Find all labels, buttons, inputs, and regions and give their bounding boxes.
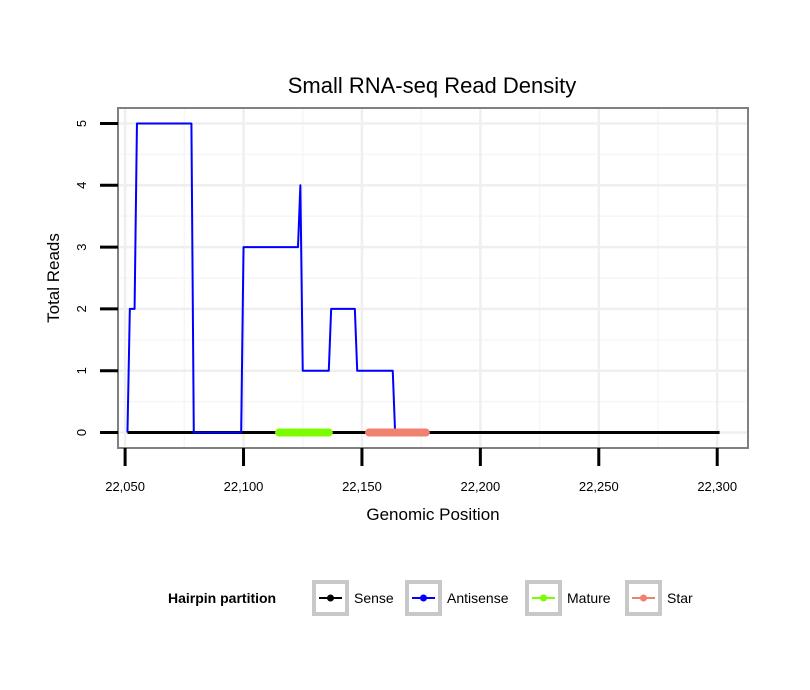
legend-key-point — [640, 594, 647, 602]
x-tick-label: 22,050 — [105, 479, 145, 494]
y-tick-label: 3 — [74, 243, 89, 250]
x-tick-label: 22,200 — [460, 479, 500, 494]
chart-title: Small RNA-seq Read Density — [288, 73, 577, 98]
legend-item-antisense: Antisense — [405, 580, 509, 616]
legend-label: Antisense — [447, 590, 509, 606]
y-tick-label: 5 — [74, 120, 89, 127]
legend-label: Mature — [567, 590, 611, 606]
grid — [118, 108, 748, 448]
plot-area — [117, 107, 749, 449]
x-tick-label: 22,300 — [697, 479, 737, 494]
x-axis: 22,050 22,100 22,150 22,200 22,250 22,300 — [105, 448, 737, 494]
plot-border — [117, 107, 749, 449]
legend-item-mature: Mature — [525, 580, 611, 616]
y-tick-label: 1 — [74, 367, 89, 374]
legend-label: Star — [667, 590, 693, 606]
x-axis-title: Genomic Position — [366, 505, 499, 524]
x-tick-label: 22,150 — [342, 479, 382, 494]
legend-key-point — [327, 594, 334, 602]
x-tick-label: 22,250 — [579, 479, 619, 494]
y-tick-label: 0 — [74, 429, 89, 436]
y-tick-label: 4 — [74, 182, 89, 189]
series-line-antisense — [126, 122, 397, 434]
legend-label: Sense — [354, 590, 394, 606]
x-tick-label: 22,100 — [224, 479, 264, 494]
legend-key-point — [540, 594, 547, 602]
y-tick-label: 2 — [74, 305, 89, 312]
legend-item-sense: Sense — [312, 580, 394, 616]
legend-key-point — [420, 594, 427, 602]
series-layer — [126, 122, 720, 437]
legend-item-star: Star — [625, 580, 693, 616]
legend: Hairpin partition Sense Antisense Mature St… — [168, 580, 693, 616]
y-axis-title: Total Reads — [44, 233, 63, 323]
y-axis: 0 1 2 3 4 5 — [74, 120, 118, 436]
legend-title: Hairpin partition — [168, 590, 276, 606]
